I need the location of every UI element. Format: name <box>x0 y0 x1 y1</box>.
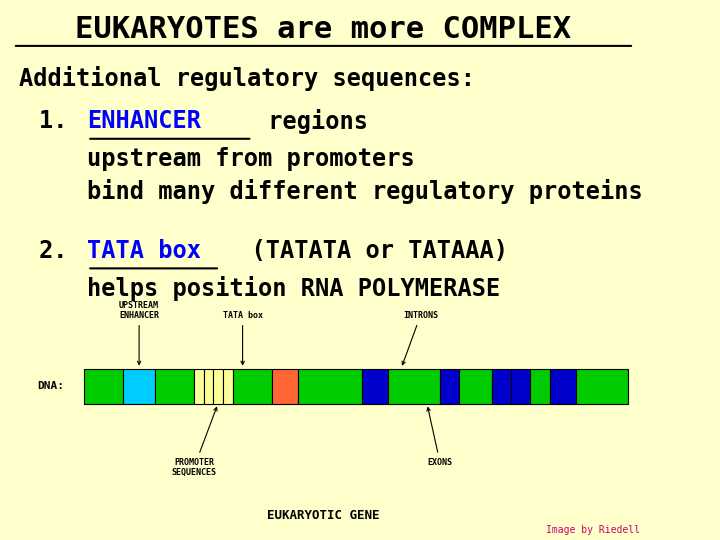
Bar <box>233 369 271 404</box>
Bar <box>362 369 388 404</box>
Bar <box>84 369 123 404</box>
Text: EXONS: EXONS <box>427 408 452 467</box>
Bar <box>156 369 194 404</box>
Text: 1.: 1. <box>39 110 96 133</box>
Bar <box>297 369 362 404</box>
Text: helps position RNA POLYMERASE: helps position RNA POLYMERASE <box>87 276 500 301</box>
Bar <box>531 369 550 404</box>
Text: INTRONS: INTRONS <box>402 311 438 365</box>
Bar <box>123 369 156 404</box>
Text: ENHANCER: ENHANCER <box>87 110 202 133</box>
Text: EUKARYOTIC GENE: EUKARYOTIC GENE <box>267 509 379 522</box>
Bar <box>492 369 511 404</box>
Text: PROMOTER
SEQUENCES: PROMOTER SEQUENCES <box>171 407 217 477</box>
Text: bind many different regulatory proteins: bind many different regulatory proteins <box>87 179 643 204</box>
Bar <box>550 369 576 404</box>
Bar <box>459 369 492 404</box>
Text: TATA box: TATA box <box>222 311 263 364</box>
Text: UPSTREAM
ENHANCER: UPSTREAM ENHANCER <box>119 301 159 364</box>
Text: EUKARYOTES are more COMPLEX: EUKARYOTES are more COMPLEX <box>76 15 572 44</box>
Bar <box>271 369 297 404</box>
Bar <box>214 369 223 404</box>
Text: DNA:: DNA: <box>37 381 65 391</box>
Text: TATA box: TATA box <box>87 239 202 263</box>
Text: 2.: 2. <box>39 239 96 263</box>
Bar <box>576 369 628 404</box>
Text: (TATATA or TATAAA): (TATATA or TATAAA) <box>223 239 508 263</box>
Text: Additional regulatory sequences:: Additional regulatory sequences: <box>19 66 475 91</box>
Bar <box>194 369 204 404</box>
Text: Image by Riedell: Image by Riedell <box>546 524 641 535</box>
Bar <box>204 369 214 404</box>
Text: regions: regions <box>254 109 368 134</box>
Bar <box>440 369 459 404</box>
Bar <box>223 369 233 404</box>
Text: upstream from promoters: upstream from promoters <box>87 147 415 171</box>
Bar <box>511 369 531 404</box>
Bar <box>388 369 440 404</box>
